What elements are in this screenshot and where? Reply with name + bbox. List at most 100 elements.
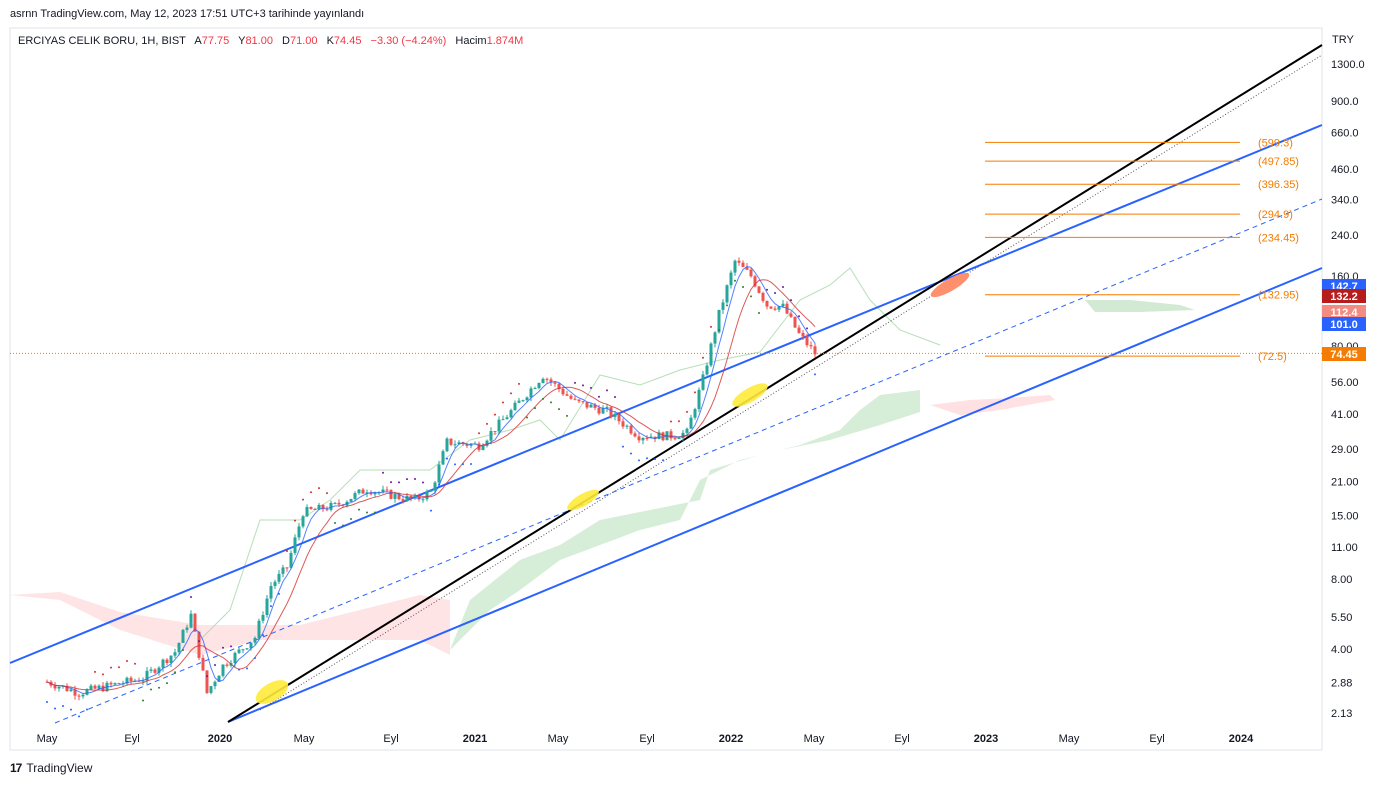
- candle-body: [725, 285, 729, 303]
- candle-body: [97, 685, 101, 689]
- candle-body: [673, 438, 677, 440]
- candle-body: [501, 419, 505, 421]
- high-key: Y: [238, 35, 246, 47]
- sar-dot: [358, 508, 360, 511]
- candle-body: [641, 438, 645, 441]
- price-tick-label: 8.00: [1331, 574, 1352, 586]
- candle-body: [85, 689, 89, 695]
- sar-dot: [350, 518, 352, 521]
- channel-upper-line[interactable]: [9, 124, 1323, 664]
- trend-line-dotted[interactable]: [259, 54, 1323, 711]
- candle-body: [485, 440, 489, 446]
- candle-body: [749, 269, 753, 277]
- candle-body: [109, 682, 113, 685]
- channel-mid-line[interactable]: [54, 198, 1323, 724]
- candle-body: [289, 552, 293, 568]
- candle-body: [149, 669, 153, 671]
- sar-dot: [54, 707, 56, 710]
- candle-body: [809, 345, 813, 347]
- highlight-2023: [930, 272, 970, 298]
- sar-dot: [558, 408, 560, 411]
- sar-dot: [166, 682, 168, 685]
- sar-dot: [814, 373, 816, 376]
- price-tag: [1322, 347, 1366, 361]
- candle-body: [201, 657, 205, 671]
- sar-dot: [782, 285, 784, 288]
- candle-body: [737, 260, 741, 263]
- candle-body: [433, 482, 437, 491]
- sar-dot: [46, 700, 48, 703]
- candle-body: [257, 620, 261, 638]
- candle-body: [393, 494, 397, 499]
- time-axis[interactable]: May Eyl 2020 May Eyl 2021 May Eyl 2022 May Eyl 2023…: [37, 733, 1255, 745]
- sar-dot: [78, 715, 80, 718]
- candle-body: [573, 398, 577, 400]
- sar-dot: [590, 386, 592, 389]
- candle-body: [285, 567, 289, 569]
- time-tick-label: May: [37, 733, 58, 745]
- sar-dot: [734, 279, 736, 282]
- sar-dot: [246, 667, 248, 670]
- time-tick-label: Eyl: [124, 733, 139, 745]
- highlight-2021: [567, 489, 599, 511]
- candle-body: [89, 685, 93, 690]
- sar-dot: [630, 452, 632, 455]
- candle-body: [541, 378, 545, 384]
- price-tag: [1322, 317, 1366, 331]
- candle-body: [401, 499, 405, 501]
- candle-body: [81, 694, 85, 697]
- candle-body: [661, 432, 665, 441]
- high-value: 81.00: [245, 35, 273, 47]
- candle-body: [801, 332, 805, 337]
- symbol-title[interactable]: ERCIYAS CELIK BORU, 1H, BIST: [18, 35, 186, 47]
- candle-body: [373, 492, 377, 495]
- sar-dot: [326, 492, 328, 495]
- sar-dots: [46, 279, 816, 718]
- candle-body: [489, 431, 493, 441]
- candle-body: [557, 383, 561, 389]
- candle-body: [589, 404, 593, 408]
- candle-body: [337, 502, 341, 505]
- candle-body: [565, 394, 569, 396]
- sar-dot: [318, 487, 320, 490]
- candle-body: [221, 664, 225, 676]
- candle-body: [465, 444, 469, 446]
- candle-body: [313, 508, 317, 510]
- price-tick-label: 660.0: [1331, 128, 1359, 140]
- sar-dot: [206, 675, 208, 678]
- candle-body: [309, 507, 313, 509]
- drawings: [9, 44, 1323, 724]
- candle-body: [385, 489, 389, 491]
- sar-dot: [150, 688, 152, 691]
- currency-label: TRY: [1332, 34, 1354, 46]
- sar-dot: [70, 708, 72, 711]
- candle-body: [265, 598, 269, 615]
- time-tick-label: May: [804, 733, 825, 745]
- price-tag-label: 101.0: [1330, 319, 1358, 331]
- candle-body: [617, 413, 621, 422]
- trend-line[interactable]: [227, 44, 1323, 723]
- sar-dot: [758, 311, 760, 314]
- candle-body: [381, 489, 385, 493]
- time-tick-label: 2022: [719, 733, 743, 745]
- candle-body: [761, 292, 765, 301]
- candle-body: [621, 421, 625, 427]
- sar-dot: [478, 432, 480, 435]
- sar-dot: [366, 511, 368, 514]
- price-axis[interactable]: 1300.0900.0660.0460.0340.0240.0160.080.0…: [1331, 59, 1365, 720]
- candle-body: [437, 464, 441, 483]
- channel-lower-line[interactable]: [227, 267, 1323, 723]
- candle-body: [329, 502, 333, 510]
- price-tick-label: 900.0: [1331, 96, 1359, 108]
- sar-dot: [726, 304, 728, 307]
- candle-body: [241, 649, 245, 651]
- candle-body: [125, 677, 129, 684]
- price-tick-label: 460.0: [1331, 164, 1359, 176]
- price-tag-label: 112.4: [1331, 307, 1359, 319]
- candle-body: [745, 266, 749, 270]
- candle-body: [581, 401, 585, 403]
- candle-body: [525, 397, 529, 401]
- candle-body: [173, 652, 177, 656]
- candle-body: [645, 438, 649, 440]
